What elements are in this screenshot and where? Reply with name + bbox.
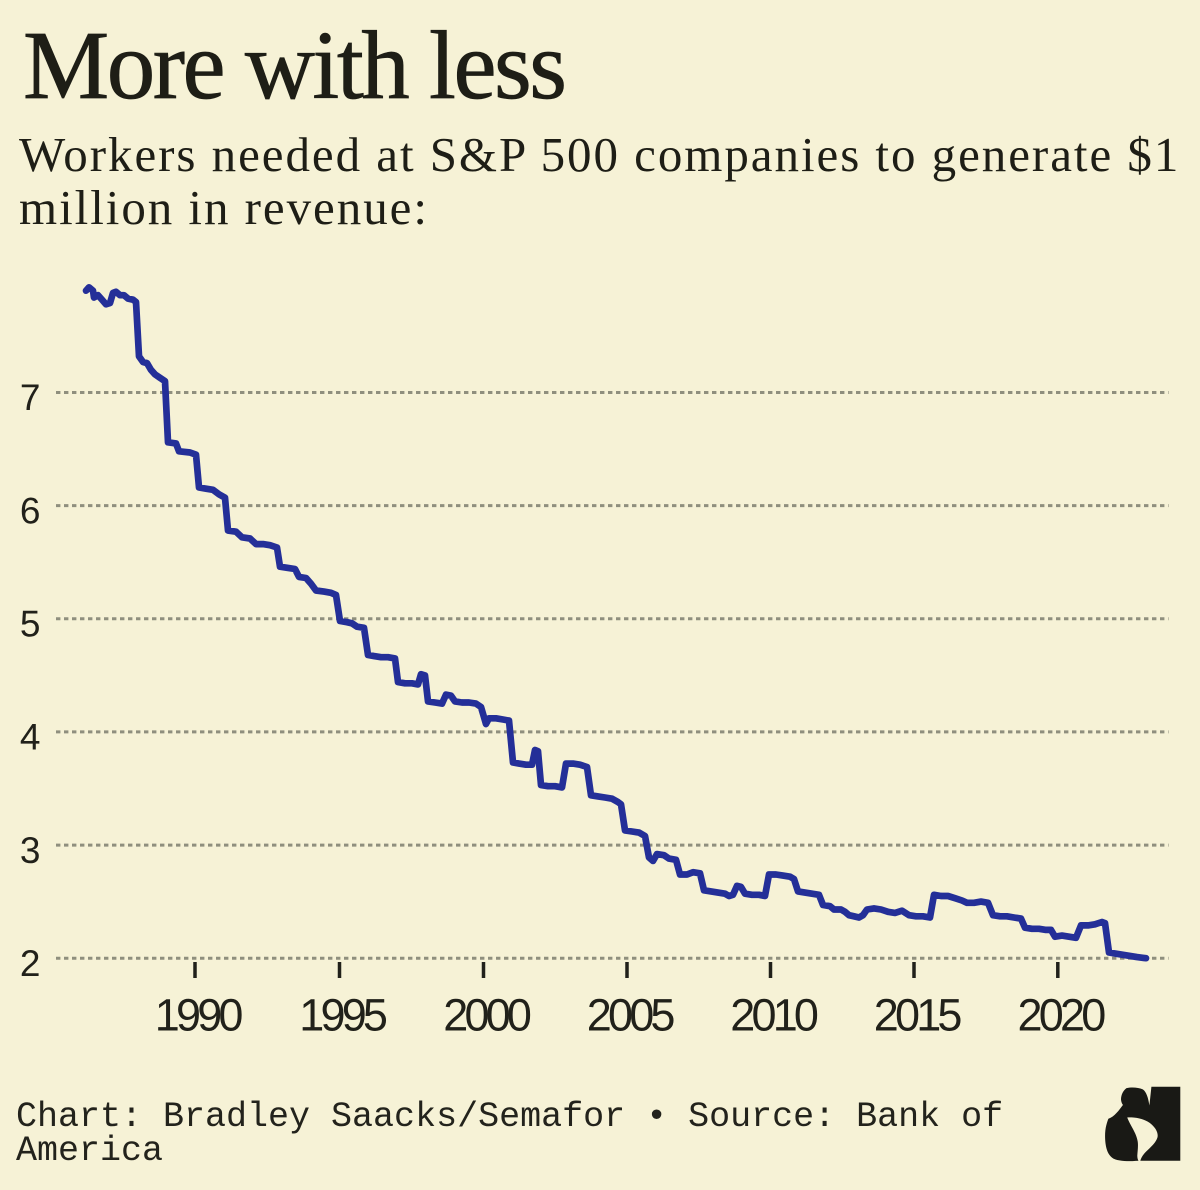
svg-text:2020: 2020 (1018, 990, 1106, 1041)
svg-text:2010: 2010 (730, 990, 818, 1041)
svg-text:1995: 1995 (299, 990, 387, 1041)
svg-text:2000: 2000 (443, 990, 531, 1041)
svg-text:2: 2 (20, 943, 41, 984)
svg-text:2015: 2015 (874, 990, 962, 1041)
svg-text:6: 6 (20, 490, 41, 531)
svg-text:4: 4 (20, 717, 41, 758)
svg-text:2005: 2005 (587, 990, 675, 1041)
svg-text:5: 5 (20, 604, 41, 645)
svg-text:1990: 1990 (155, 990, 243, 1041)
svg-text:7: 7 (20, 377, 41, 418)
svg-text:3: 3 (20, 830, 41, 871)
